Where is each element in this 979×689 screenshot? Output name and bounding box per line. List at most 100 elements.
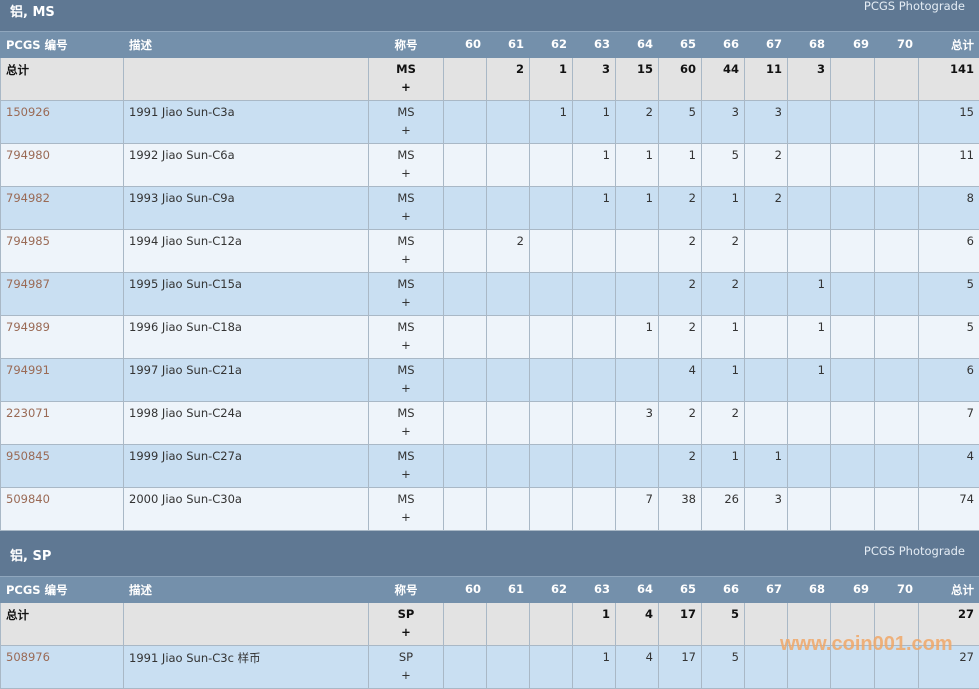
photograde-link[interactable]: PCGS Photograde xyxy=(864,544,965,558)
count-61 xyxy=(487,101,530,144)
description-cell: 1991 Jiao Sun-C3c 样币 xyxy=(124,646,369,689)
count-67: 3 xyxy=(745,101,788,144)
pcgs-number-link[interactable]: 794989 xyxy=(6,320,50,334)
pcgs-number-link[interactable]: 508976 xyxy=(6,650,50,664)
header-grade-70: 70 xyxy=(875,33,919,58)
total-count-60 xyxy=(444,58,487,101)
header-grade-64: 64 xyxy=(616,578,659,603)
count-66: 1 xyxy=(702,316,745,359)
plus-link[interactable]: + xyxy=(374,465,438,483)
designation-cell: MS+ xyxy=(369,316,444,359)
plus-link[interactable]: + xyxy=(374,78,438,96)
header-grade-67: 67 xyxy=(745,33,788,58)
count-62 xyxy=(530,359,573,402)
total-count-64: 4 xyxy=(616,603,659,646)
total-count-67: 11 xyxy=(745,58,788,101)
total-count-68: 3 xyxy=(788,58,831,101)
count-65: 17 xyxy=(659,646,702,689)
pcgs-number-link[interactable]: 509840 xyxy=(6,492,50,506)
plus-link[interactable]: + xyxy=(374,379,438,397)
pcgs-number-link[interactable]: 794982 xyxy=(6,191,50,205)
pcgs-number-link[interactable]: 794987 xyxy=(6,277,50,291)
photograde-link[interactable]: PCGS Photograde xyxy=(864,0,965,13)
plus-link[interactable]: + xyxy=(374,250,438,268)
count-69 xyxy=(831,144,875,187)
designation-cell: MS+ xyxy=(369,445,444,488)
count-67 xyxy=(745,273,788,316)
pcgs-number-link[interactable]: 150926 xyxy=(6,105,50,119)
count-61 xyxy=(487,402,530,445)
pcgs-number-link[interactable]: 223071 xyxy=(6,406,50,420)
pcgs-cell: 794991 xyxy=(1,359,124,402)
description-cell: 1998 Jiao Sun-C24a xyxy=(124,402,369,445)
count-67 xyxy=(745,230,788,273)
plus-link[interactable]: + xyxy=(374,422,438,440)
pcgs-cell: 794980 xyxy=(1,144,124,187)
count-67 xyxy=(745,316,788,359)
count-68: 1 xyxy=(788,359,831,402)
total-count-62: 1 xyxy=(530,58,573,101)
row-total: 6 xyxy=(919,230,979,273)
count-64: 1 xyxy=(616,187,659,230)
header-grade-64: 64 xyxy=(616,33,659,58)
header-grade-62: 62 xyxy=(530,578,573,603)
count-62: 1 xyxy=(530,101,573,144)
pcgs-number-link[interactable]: 794991 xyxy=(6,363,50,377)
header-total: 总计 xyxy=(919,578,979,603)
count-70 xyxy=(875,273,919,316)
plus-link[interactable]: + xyxy=(374,336,438,354)
count-63 xyxy=(573,402,616,445)
plus-link[interactable]: + xyxy=(374,164,438,182)
count-61 xyxy=(487,144,530,187)
count-62 xyxy=(530,646,573,689)
row-total: 8 xyxy=(919,187,979,230)
header-grade-70: 70 xyxy=(875,578,919,603)
plus-link[interactable]: + xyxy=(374,666,438,684)
count-65: 4 xyxy=(659,359,702,402)
designation-cell: MS+ xyxy=(369,187,444,230)
plus-link[interactable]: + xyxy=(374,508,438,526)
count-68 xyxy=(788,187,831,230)
count-70 xyxy=(875,488,919,531)
header-grade-65: 65 xyxy=(659,578,702,603)
plus-link[interactable]: + xyxy=(374,293,438,311)
total-count-65: 60 xyxy=(659,58,702,101)
count-69 xyxy=(831,101,875,144)
plus-link[interactable]: + xyxy=(374,623,438,641)
count-65: 2 xyxy=(659,230,702,273)
count-70 xyxy=(875,359,919,402)
pcgs-cell: 794989 xyxy=(1,316,124,359)
count-63: 1 xyxy=(573,646,616,689)
description-cell: 1992 Jiao Sun-C6a xyxy=(124,144,369,187)
header-grade-62: 62 xyxy=(530,33,573,58)
description-cell: 1995 Jiao Sun-C15a xyxy=(124,273,369,316)
count-63 xyxy=(573,445,616,488)
count-63 xyxy=(573,359,616,402)
total-count-61: 2 xyxy=(487,58,530,101)
designation-cell: MS+ xyxy=(369,402,444,445)
count-64 xyxy=(616,359,659,402)
count-63 xyxy=(573,273,616,316)
row-total: 11 xyxy=(919,144,979,187)
pcgs-number-link[interactable]: 794980 xyxy=(6,148,50,162)
plus-link[interactable]: + xyxy=(374,207,438,225)
pcgs-number-link[interactable]: 950845 xyxy=(6,449,50,463)
total-designation: SP+ xyxy=(369,603,444,646)
count-65: 5 xyxy=(659,101,702,144)
total-sum: 141 xyxy=(919,58,979,101)
description-cell: 1993 Jiao Sun-C9a xyxy=(124,187,369,230)
plus-link[interactable]: + xyxy=(374,121,438,139)
count-65: 38 xyxy=(659,488,702,531)
header-grade-63: 63 xyxy=(573,578,616,603)
pcgs-number-link[interactable]: 794985 xyxy=(6,234,50,248)
description-cell: 1999 Jiao Sun-C27a xyxy=(124,445,369,488)
total-label: 总计 xyxy=(1,58,124,101)
count-61 xyxy=(487,445,530,488)
count-64 xyxy=(616,273,659,316)
header-grade-66: 66 xyxy=(702,33,745,58)
pcgs-cell: 950845 xyxy=(1,445,124,488)
